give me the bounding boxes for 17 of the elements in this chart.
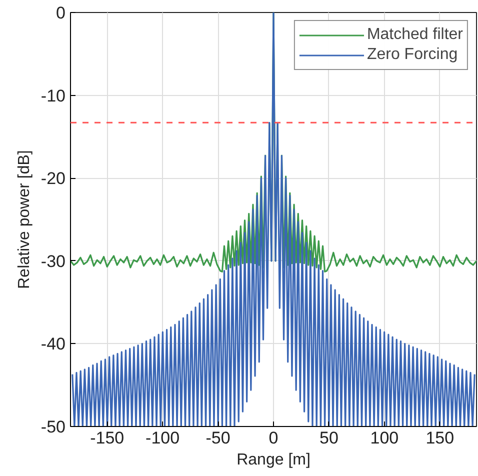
x-tick-label: 150	[426, 428, 454, 448]
x-tick-label: -50	[206, 428, 230, 448]
y-tick-label: 0	[56, 4, 66, 22]
x-axis-title: Range [m]	[236, 452, 310, 468]
y-tick-label: -20	[40, 169, 66, 188]
legend-label: Matched filter	[366, 26, 463, 44]
x-tick-label: -150	[90, 428, 124, 448]
legend-label: Zero Forcing	[366, 46, 458, 64]
x-tick-label: 100	[370, 428, 399, 448]
line-series	[72, 12, 476, 426]
y-tick-label: -10	[40, 86, 66, 106]
y-tick-label: -40	[40, 334, 66, 354]
x-tick-label: -100	[146, 428, 180, 448]
x-tick-label: 50	[320, 428, 338, 448]
y-tick-label: -30	[40, 252, 66, 271]
y-axis-title: Relative power [dB]	[16, 150, 33, 289]
x-tick-label: 0	[268, 428, 278, 448]
